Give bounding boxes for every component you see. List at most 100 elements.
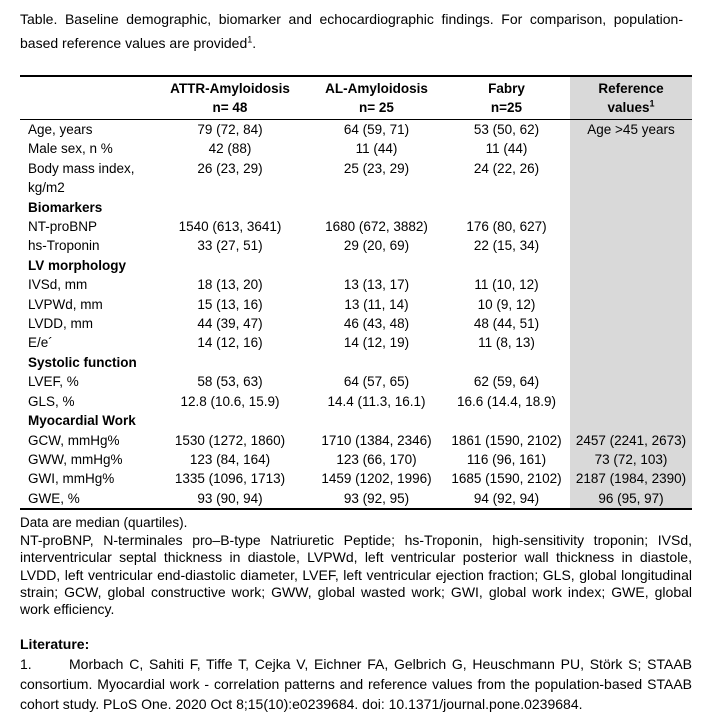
- value-cell: 42 (88): [208, 141, 252, 157]
- value-cell: 14.4 (11.3, 16.1): [327, 393, 426, 409]
- col-header-line1: Reference: [598, 81, 664, 96]
- value-cell: 64 (57, 65): [343, 374, 410, 390]
- value-cell: 15 (13, 16): [197, 296, 263, 312]
- section-label: Systolic function: [28, 354, 137, 370]
- value-cell: 14 (12, 19): [343, 335, 410, 351]
- value-cell: 1710 (1384, 2346): [321, 432, 432, 448]
- value-cell: 10 (9, 12): [477, 296, 536, 312]
- reference-cell: [570, 197, 692, 218]
- section-row: Biomarkers: [20, 197, 692, 218]
- row-label: GWW, mmHg%: [28, 451, 123, 467]
- value-cell: 64 (59, 71): [343, 122, 410, 137]
- value-cell: 11 (8, 13): [478, 335, 535, 351]
- table-row: LVEF, % 58 (53, 63) 64 (57, 65) 62 (59, 64): [20, 372, 692, 392]
- col-header-line1: AL-Amyloidosis: [325, 81, 428, 96]
- col-header-line1: ATTR-Amyloidosis: [170, 81, 290, 96]
- row-label: Body mass index, kg/m2: [28, 160, 135, 196]
- value-cell: 123 (66, 170): [336, 451, 417, 467]
- value-cell: 14 (12, 16): [197, 335, 263, 351]
- header-row: ATTR-Amyloidosis n= 48 AL-Amyloidosis n= 2…: [20, 76, 692, 120]
- section-row: Systolic function: [20, 352, 692, 373]
- reference-number: 1.: [20, 655, 32, 672]
- row-label: GCW, mmHg%: [28, 432, 120, 448]
- section-row: Myocardial Work: [20, 411, 692, 431]
- row-label: NT-proBNP: [28, 219, 98, 235]
- row-label: LVDD, mm: [28, 316, 94, 332]
- value-cell: 25 (23, 29): [343, 160, 410, 176]
- table-row: GLS, % 12.8 (10.6, 15.9) 14.4 (11.3, 16.1)…: [20, 391, 692, 412]
- row-label: LVEF, %: [28, 374, 79, 390]
- findings-table: ATTR-Amyloidosis n= 48 AL-Amyloidosis n= 2…: [20, 75, 692, 511]
- value-cell: 1861 (1590, 2102): [451, 432, 562, 448]
- reference-cell: [570, 158, 692, 198]
- reference-cell: 2457 (2241, 2673): [570, 430, 692, 450]
- reference-cell: [570, 236, 692, 256]
- value-cell: 1530 (1272, 1860): [174, 432, 286, 448]
- literature-heading: Literature:: [20, 635, 90, 652]
- col-header-attr-amyloidosis: ATTR-Amyloidosis n= 48: [150, 76, 310, 120]
- reference-cell: 2187 (1984, 2390): [570, 469, 692, 489]
- value-cell: 93 (90, 94): [197, 490, 263, 506]
- value-cell: 13 (11, 14): [344, 296, 409, 312]
- value-cell: 79 (72, 84): [197, 122, 263, 137]
- reference-cell: [570, 411, 692, 431]
- value-cell: 176 (80, 627): [466, 219, 547, 235]
- value-cell: 18 (13, 20): [197, 277, 263, 293]
- reference-cell: [570, 255, 692, 276]
- row-label: LVPWd, mm: [28, 296, 103, 312]
- value-cell: 12.8 (10.6, 15.9): [180, 393, 280, 409]
- value-cell: 44 (39, 47): [197, 316, 263, 332]
- table-row: Male sex, n % 42 (88) 11 (44) 11 (44): [20, 139, 692, 159]
- table-row: LVDD, mm 44 (39, 47) 46 (43, 48) 48 (44, 51…: [20, 314, 692, 334]
- row-label: GWI, mmHg%: [28, 471, 115, 487]
- data-note: Data are median (quartiles).: [20, 515, 188, 531]
- table-row: LVPWd, mm 15 (13, 16) 13 (11, 14) 10 (9, 12…: [20, 294, 692, 315]
- value-cell: 24 (22, 26): [473, 160, 540, 176]
- section-label: Myocardial Work: [28, 413, 136, 429]
- table-row: NT-proBNP 1540 (613, 3641) 1680 (672, 3882…: [20, 217, 692, 237]
- value-cell: 22 (15, 34): [473, 238, 540, 254]
- value-cell: 11 (44): [355, 141, 398, 157]
- value-cell: 26 (23, 29): [197, 160, 263, 176]
- reference-cell: [570, 314, 692, 334]
- reference-cell: [570, 333, 692, 353]
- reference-text: Morbach C, Sahiti F, Tiffe T, Cejka V, E…: [20, 655, 692, 712]
- value-cell: 62 (59, 64): [473, 374, 540, 390]
- reference-cell: [570, 391, 692, 412]
- value-cell: 33 (27, 51): [197, 238, 263, 254]
- row-label: hs-Troponin: [28, 238, 100, 254]
- col-header-line2: n= 48: [212, 100, 248, 115]
- table-row: GWI, mmHg% 1335 (1096, 1713) 1459 (1202, 1…: [20, 469, 692, 489]
- table-caption: Table. Baseline demographic, biomarker a…: [20, 7, 683, 55]
- reference-cell: [570, 294, 692, 315]
- col-header-line1: Fabry: [488, 81, 525, 96]
- table-row: GCW, mmHg% 1530 (1272, 1860) 1710 (1384, 2…: [20, 430, 692, 450]
- table-caption-text: Table. Baseline demographic, biomarker a…: [20, 11, 683, 51]
- table-row: E/e´ 14 (12, 16) 14 (12, 19) 11 (8, 13): [20, 333, 692, 353]
- row-label: E/e´: [28, 335, 53, 351]
- value-cell: 93 (92, 95): [343, 490, 410, 506]
- col-header-al-amyloidosis: AL-Amyloidosis n= 25: [310, 76, 443, 120]
- reference-superscript: 1: [649, 98, 655, 109]
- caption-superscript: 1: [247, 34, 253, 45]
- table-row: Age, years 79 (72, 84) 64 (59, 71) 53 (50, …: [20, 119, 692, 140]
- table-row: IVSd, mm 18 (13, 20) 13 (13, 17) 11 (10, 12…: [20, 275, 692, 295]
- literature-reference: 1. Morbach C, Sahiti F, Tiffe T, Cejka V,…: [20, 654, 692, 714]
- section-row: LV morphology: [20, 255, 692, 276]
- table-row: hs-Troponin 33 (27, 51) 29 (20, 69) 22 (15,…: [20, 236, 692, 256]
- reference-cell: [570, 352, 692, 373]
- row-label: Male sex, n %: [28, 141, 113, 157]
- section-label: LV morphology: [28, 257, 126, 273]
- abbreviations-note: NT-proBNP, N-terminales pro–B-type Natri…: [20, 532, 692, 618]
- reference-cell: Age >45 years: [570, 119, 692, 140]
- col-header-fabry: Fabry n=25: [443, 76, 570, 120]
- value-cell: 29 (20, 69): [343, 238, 410, 254]
- reference-cell: 96 (95, 97): [570, 488, 692, 510]
- value-cell: 1685 (1590, 2102): [451, 471, 562, 487]
- table-row: Body mass index, kg/m2 26 (23, 29) 25 (23,…: [20, 158, 692, 198]
- value-cell: 46 (43, 48): [343, 316, 410, 332]
- col-header-empty: [20, 76, 150, 120]
- table-row: GWW, mmHg% 123 (84, 164) 123 (66, 170) 116 …: [20, 449, 692, 470]
- value-cell: 48 (44, 51): [473, 316, 540, 332]
